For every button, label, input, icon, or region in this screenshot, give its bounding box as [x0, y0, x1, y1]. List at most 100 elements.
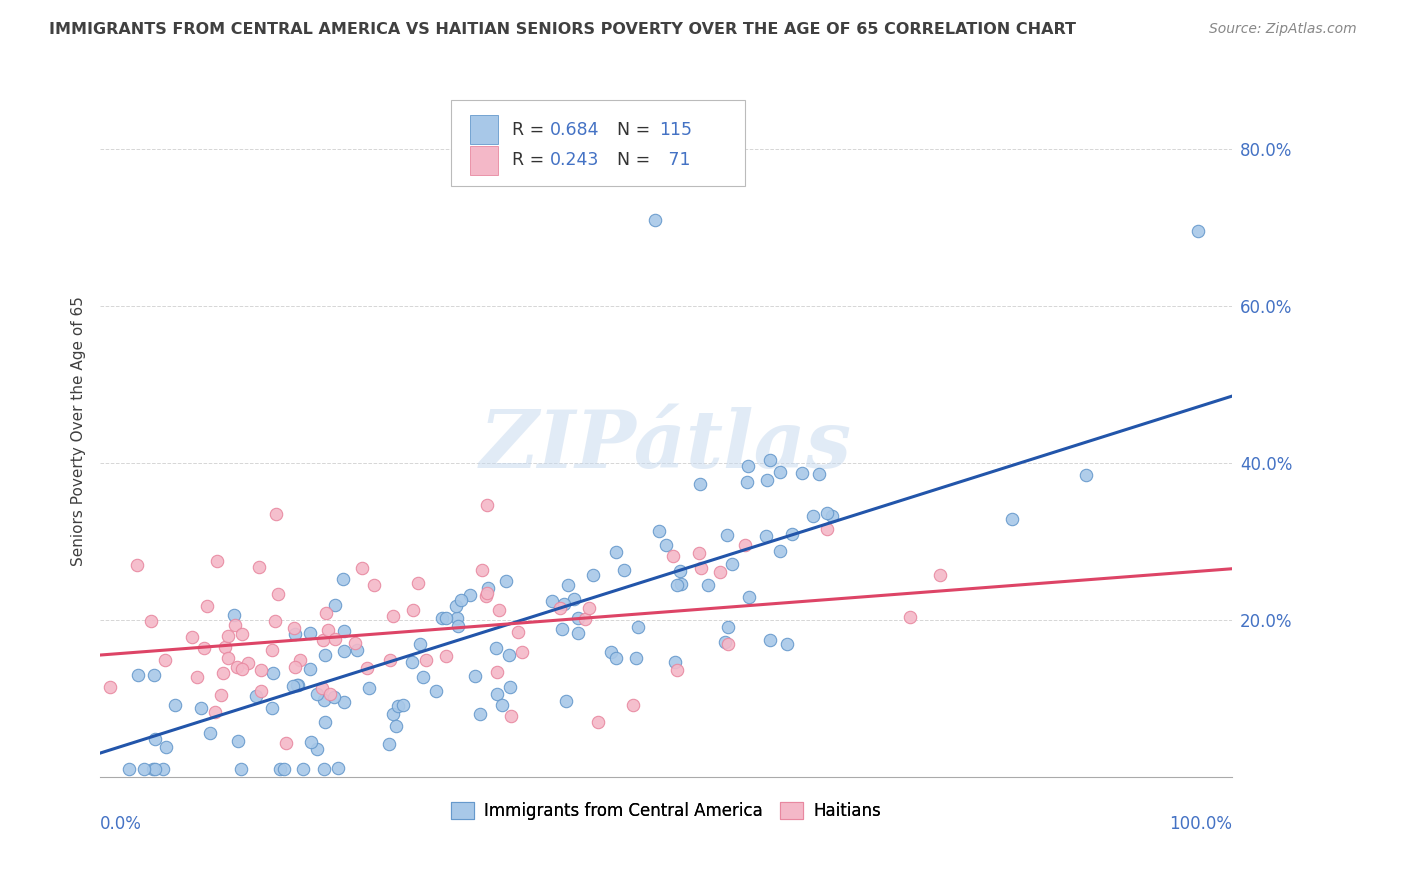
- Point: [332, 572, 354, 586]
- Point: [485, 640, 508, 655]
- Point: [98, 680, 121, 694]
- Point: [287, 678, 309, 692]
- Point: [488, 603, 510, 617]
- Point: [406, 576, 429, 591]
- Point: [143, 762, 166, 776]
- Point: [262, 665, 284, 680]
- Point: [231, 627, 253, 641]
- Point: [815, 506, 838, 520]
- Point: [229, 762, 252, 776]
- Point: [540, 594, 562, 608]
- Point: [152, 762, 174, 776]
- Point: [475, 499, 498, 513]
- Point: [1074, 468, 1097, 483]
- Point: [267, 587, 290, 601]
- Point: [790, 466, 813, 480]
- Point: [776, 637, 799, 651]
- Point: [623, 698, 645, 713]
- Point: [696, 578, 718, 592]
- Point: [318, 687, 340, 701]
- Point: [1187, 224, 1209, 238]
- Point: [624, 650, 647, 665]
- Point: [432, 610, 454, 624]
- Point: [209, 688, 232, 702]
- Point: [600, 645, 623, 659]
- Point: [898, 610, 921, 624]
- Point: [402, 602, 425, 616]
- Point: [669, 576, 692, 591]
- Point: [605, 651, 627, 665]
- Point: [709, 565, 731, 579]
- Point: [485, 687, 508, 701]
- Text: 71: 71: [662, 152, 690, 169]
- Point: [392, 698, 415, 712]
- Point: [567, 610, 589, 624]
- Point: [333, 624, 356, 638]
- Point: [224, 618, 246, 632]
- Point: [551, 622, 574, 636]
- Point: [273, 762, 295, 776]
- Point: [236, 657, 259, 671]
- Point: [307, 742, 329, 756]
- Point: [425, 683, 447, 698]
- Point: [285, 677, 308, 691]
- Point: [207, 554, 229, 568]
- Point: [486, 665, 509, 679]
- FancyBboxPatch shape: [451, 100, 745, 186]
- Point: [385, 719, 408, 733]
- Point: [401, 656, 423, 670]
- Point: [446, 610, 468, 624]
- Point: [769, 544, 792, 558]
- Point: [314, 648, 336, 662]
- Point: [450, 592, 472, 607]
- Point: [228, 733, 250, 747]
- Point: [312, 633, 335, 648]
- Point: [669, 564, 692, 578]
- Point: [274, 736, 297, 750]
- Point: [495, 574, 517, 588]
- Point: [689, 560, 711, 574]
- Point: [717, 620, 740, 634]
- Point: [759, 452, 782, 467]
- Point: [231, 662, 253, 676]
- Point: [264, 507, 287, 521]
- Point: [382, 609, 405, 624]
- Point: [717, 637, 740, 651]
- Y-axis label: Seniors Poverty Over the Age of 65: Seniors Poverty Over the Age of 65: [72, 296, 86, 566]
- Point: [200, 726, 222, 740]
- Point: [226, 660, 249, 674]
- Point: [284, 660, 307, 674]
- Point: [181, 630, 204, 644]
- Point: [378, 737, 401, 751]
- Point: [714, 634, 737, 648]
- Point: [387, 698, 409, 713]
- Point: [613, 563, 636, 577]
- Point: [212, 666, 235, 681]
- Point: [434, 611, 457, 625]
- Text: N =: N =: [606, 152, 655, 169]
- Text: R =: R =: [512, 152, 550, 169]
- Point: [567, 626, 589, 640]
- Text: 0.243: 0.243: [550, 152, 599, 169]
- Point: [801, 509, 824, 524]
- Point: [311, 681, 333, 695]
- Point: [312, 762, 335, 776]
- Point: [323, 599, 346, 613]
- Point: [190, 700, 212, 714]
- Point: [415, 653, 437, 667]
- Point: [471, 563, 494, 577]
- Point: [756, 474, 779, 488]
- Point: [195, 599, 218, 613]
- Point: [627, 620, 650, 634]
- Point: [291, 762, 314, 776]
- Point: [447, 618, 470, 632]
- Text: R =: R =: [512, 120, 550, 139]
- Point: [412, 670, 434, 684]
- Point: [689, 546, 711, 560]
- Point: [780, 526, 803, 541]
- Point: [333, 644, 356, 658]
- Point: [155, 653, 177, 667]
- Point: [299, 735, 322, 749]
- Point: [769, 465, 792, 479]
- Point: [269, 762, 291, 776]
